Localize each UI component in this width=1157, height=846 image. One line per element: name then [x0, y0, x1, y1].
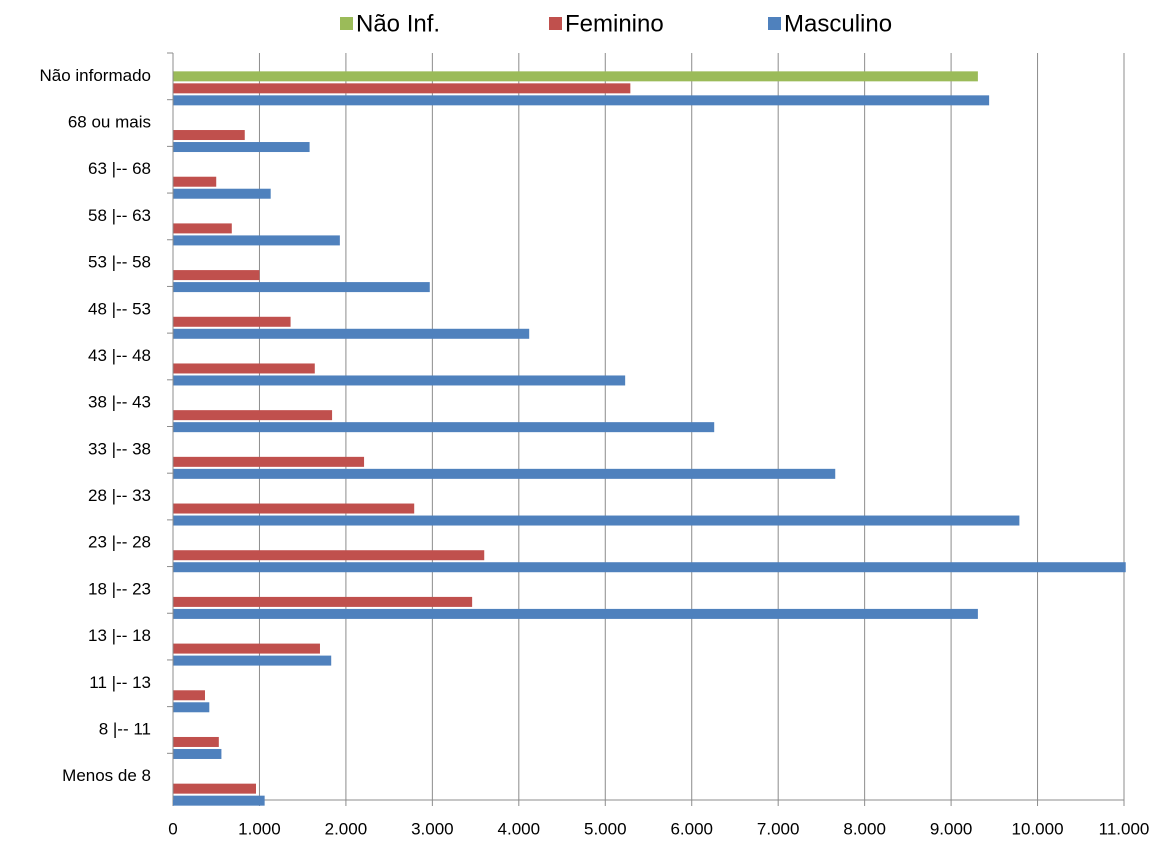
y-tick-label: 48 |-- 53	[88, 299, 151, 318]
bar	[173, 422, 715, 433]
y-tick-label: 8 |-- 11	[99, 719, 151, 738]
y-tick-label: 43 |-- 48	[88, 346, 151, 365]
y-tick-label: 68 ou mais	[68, 113, 151, 132]
bar	[173, 643, 320, 654]
x-tick-label: 10.000	[1012, 819, 1064, 838]
x-tick-label: 0	[168, 819, 177, 838]
x-tick-label: 6.000	[670, 819, 713, 838]
bar	[173, 468, 836, 479]
bar	[173, 608, 978, 619]
y-tick-label: 38 |-- 43	[88, 393, 151, 412]
legend-label: Não Inf.	[356, 10, 440, 37]
y-tick-label: 33 |-- 38	[88, 439, 151, 458]
x-tick-label: 11.000	[1099, 819, 1150, 838]
bar	[173, 795, 265, 806]
y-tick-label: 23 |-- 28	[88, 533, 151, 552]
bar	[173, 515, 1020, 526]
bar	[173, 142, 310, 153]
bar	[173, 328, 530, 339]
x-tick-label: 5.000	[584, 819, 627, 838]
x-tick-label: 1.000	[238, 819, 281, 838]
bar	[173, 550, 485, 561]
bar	[173, 503, 415, 514]
bar	[173, 410, 333, 421]
x-tick-label: 2.000	[325, 819, 368, 838]
y-tick-label: Menos de 8	[62, 766, 151, 785]
bar	[173, 736, 219, 747]
y-tick-label: 58 |-- 63	[88, 206, 151, 225]
legend-label: Feminino	[565, 10, 664, 37]
bar	[173, 130, 245, 141]
y-tick-label: Não informado	[39, 66, 151, 85]
bar	[173, 95, 990, 106]
bar	[173, 748, 222, 759]
bar	[173, 562, 1126, 573]
y-tick-label: 63 |-- 68	[88, 159, 151, 178]
bar	[173, 83, 631, 94]
bar	[173, 223, 232, 234]
y-tick-label: 11 |-- 13	[89, 673, 151, 692]
legend-swatch	[340, 17, 353, 30]
y-tick-label: 28 |-- 33	[88, 486, 151, 505]
bar	[173, 783, 256, 794]
bar	[173, 235, 340, 246]
bar	[173, 71, 978, 82]
bar	[173, 316, 291, 327]
bar	[173, 282, 430, 293]
bar	[173, 363, 315, 374]
bar	[173, 188, 271, 199]
bar	[173, 176, 217, 187]
bar	[173, 655, 332, 666]
bar	[173, 702, 210, 713]
bar	[173, 456, 365, 467]
x-tick-label: 8.000	[843, 819, 886, 838]
y-tick-label: 18 |-- 23	[88, 579, 151, 598]
y-tick-label: 13 |-- 18	[88, 626, 151, 645]
bar	[173, 596, 473, 607]
x-tick-label: 4.000	[498, 819, 541, 838]
x-tick-label: 3.000	[411, 819, 454, 838]
bar	[173, 375, 626, 386]
legend-label: Masculino	[784, 10, 892, 37]
legend-swatch	[768, 17, 781, 30]
legend-swatch	[549, 17, 562, 30]
x-tick-label: 7.000	[757, 819, 800, 838]
bar	[173, 690, 205, 701]
bar	[173, 270, 260, 281]
y-tick-label: 53 |-- 58	[88, 253, 151, 272]
x-tick-label: 9.000	[930, 819, 973, 838]
